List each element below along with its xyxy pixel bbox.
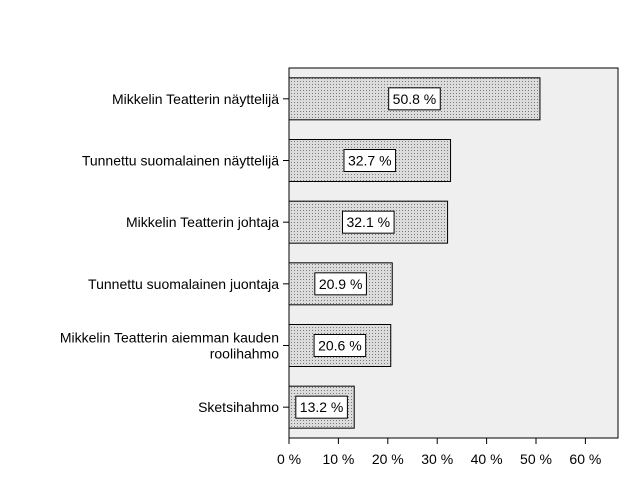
value-label: 13.2 %	[300, 399, 344, 415]
value-label: 32.1 %	[346, 214, 390, 230]
category-label: Tunnettu suomalainen näyttelijä	[82, 153, 279, 169]
x-tick-label: 50 %	[520, 451, 552, 467]
value-label-box	[313, 334, 367, 357]
x-tick-label: 40 %	[471, 451, 503, 467]
x-tick-label: 30 %	[421, 451, 453, 467]
value-label-box	[314, 272, 367, 296]
x-tick-label: 0 %	[277, 451, 301, 467]
x-tick-label: 10 %	[322, 451, 354, 467]
value-label: 20.9 %	[319, 276, 363, 292]
category-label: Sketsihahmo	[198, 399, 279, 415]
category-label: roolihahmo	[210, 346, 279, 362]
value-label-box	[388, 87, 441, 111]
plot-area	[288, 67, 619, 439]
value-label-box	[295, 395, 348, 419]
x-tick-label: 20 %	[372, 451, 404, 467]
category-label: Mikkelin Teatterin näyttelijä	[112, 91, 279, 107]
value-label: 20.6 %	[318, 338, 362, 354]
value-label: 32.7 %	[348, 153, 392, 169]
value-label-box	[343, 149, 397, 172]
value-label: 50.8 %	[393, 91, 437, 107]
category-label: Tunnettu suomalainen juontaja	[88, 276, 279, 292]
category-label: Mikkelin Teatterin aiemman kauden	[60, 330, 279, 346]
x-tick-label: 60 %	[569, 451, 601, 467]
category-label: Mikkelin Teatterin johtaja	[126, 214, 279, 230]
value-label-box	[341, 210, 395, 234]
